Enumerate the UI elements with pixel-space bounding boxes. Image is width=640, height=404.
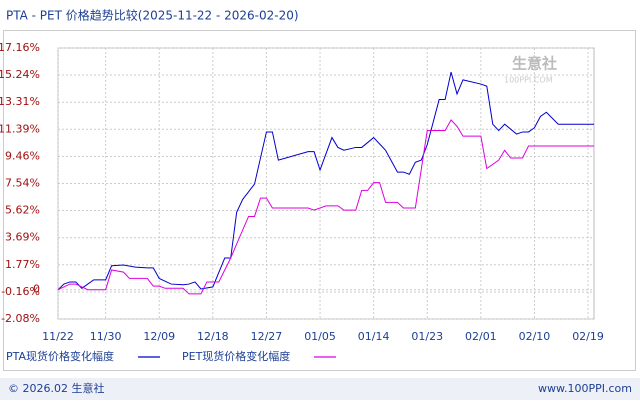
x-tick-label: 02/01 [465,330,497,343]
watermark: 生意社 [512,55,557,73]
y-tick-label: 9.46% [5,149,40,162]
x-tick-label: 11/22 [42,330,74,343]
series-line [57,71,594,291]
y-tick-label: 7.54% [5,177,40,190]
y-tick-label: 3.69% [5,231,40,244]
watermark-sub: 100PPI.COM [504,76,553,85]
x-tick-label: 12/09 [143,330,175,343]
y-tick-label: -2.08% [1,312,40,325]
y-tick-label: 15.24% [0,68,40,81]
y-tick-label: 0 [33,283,40,296]
y-tick-label: 17.16% [0,41,40,54]
chart-title: PTA - PET 价格趋势比较(2025-11-22 - 2026-02-20… [6,8,299,23]
y-tick-label: 13.31% [0,95,40,108]
chart-frame [3,30,636,371]
x-tick-label: 01/23 [411,330,443,343]
legend-label: PTA现货价格变化幅度 [6,349,114,363]
x-tick-label: 02/19 [572,330,604,343]
x-tick-label: 01/05 [304,330,336,343]
x-tick-label: 12/18 [197,330,229,343]
x-tick-label: 01/14 [358,330,390,343]
x-tick-label: 11/30 [90,330,122,343]
footer-right: www.100PPI.com [538,382,632,395]
series-line [57,119,594,295]
x-tick-label: 12/27 [251,330,283,343]
footer-band [0,378,640,400]
y-tick-label: 5.62% [5,204,40,217]
footer-left: © 2026.02 生意社 [8,381,104,395]
legend-label: PET现货价格变化幅度 [182,349,290,363]
y-tick-label: 11.39% [0,122,40,135]
y-tick-label: -0.16% [1,285,40,298]
y-tick-label: 1.77% [5,258,40,271]
x-tick-label: 02/10 [519,330,551,343]
